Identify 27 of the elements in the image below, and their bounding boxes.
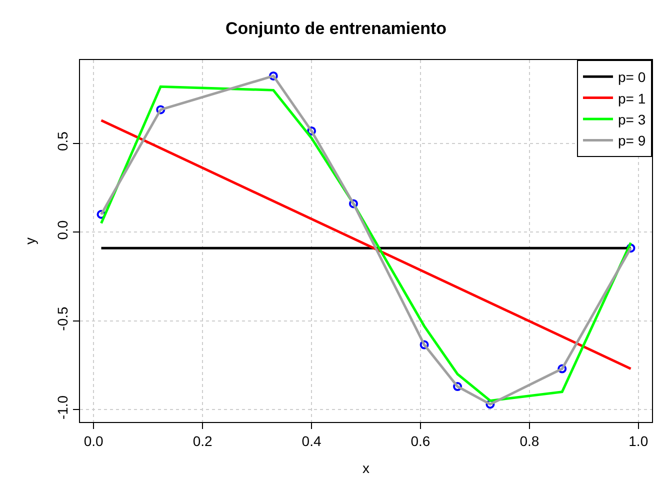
legend-label: p= 1: [618, 90, 646, 106]
x-tick-label: 0.0: [84, 432, 104, 449]
point: [348, 199, 358, 208]
x-tick-label: 0.2: [192, 432, 213, 449]
x-tick-label: 1.0: [628, 432, 648, 449]
x-axis-title: x: [362, 460, 370, 476]
y-tick-label: -0.5: [54, 306, 70, 331]
x-tick-label: 0.6: [410, 432, 430, 449]
point: [486, 400, 495, 409]
point: [453, 382, 462, 392]
y-tick-label: 0.5: [54, 131, 70, 152]
point: [268, 71, 278, 80]
legend-label: p= 0: [618, 69, 646, 86]
point: [96, 210, 106, 219]
point: [156, 105, 166, 114]
point: [626, 244, 636, 253]
legend-label: p= 3: [618, 111, 646, 128]
chart-title: Conjunto de entrenamiento: [226, 19, 446, 38]
y-axis-title: y: [22, 238, 38, 244]
x-tick-label: 0.4: [302, 432, 322, 449]
legend-label: p= 9: [618, 132, 646, 149]
point: [420, 340, 429, 350]
y-tick-label: 0.0: [54, 220, 70, 240]
point: [558, 364, 567, 374]
point: [307, 126, 316, 136]
x-tick-label: 0.8: [520, 432, 540, 449]
y-tick-label: -1.0: [54, 395, 70, 420]
